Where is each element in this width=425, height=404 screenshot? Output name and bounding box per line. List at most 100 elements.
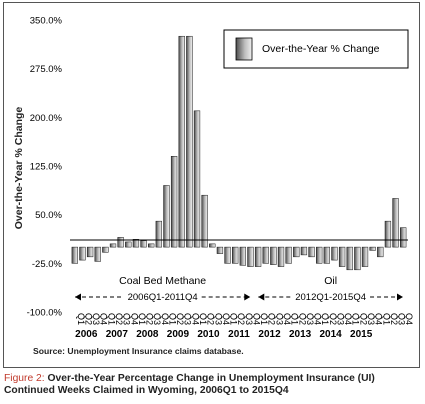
range-arrow-head — [397, 293, 403, 301]
year-label: 2013 — [289, 329, 312, 340]
bar — [254, 246, 262, 267]
quarter-label: Q1 — [381, 313, 391, 325]
bar — [140, 240, 147, 248]
bar — [346, 246, 353, 271]
bar — [86, 246, 94, 258]
bar — [125, 241, 132, 248]
y-tick-label: 125.0% — [30, 162, 63, 173]
quarter-label: Q3 — [366, 313, 376, 325]
bar — [163, 185, 170, 248]
bar — [323, 246, 330, 264]
range-title: Oil — [324, 275, 337, 287]
bar — [392, 198, 399, 248]
bar — [155, 220, 162, 248]
quarter-label: Q4 — [190, 313, 200, 325]
year-label: 2011 — [228, 329, 250, 340]
bar — [369, 246, 376, 251]
quarter-label: Q2 — [389, 313, 399, 325]
y-tick-label: -100.0% — [27, 308, 63, 319]
caption-text: Over-the-Year Percentage Change in Unemp… — [4, 373, 375, 396]
year-label: 2012 — [258, 329, 281, 340]
bar — [400, 227, 407, 248]
quarter-label: Q2 — [206, 313, 216, 325]
legend: Over-the-Year % Change — [223, 29, 409, 69]
quarter-label: Q3 — [397, 313, 407, 325]
quarter-label: Q4 — [313, 313, 323, 325]
bar — [186, 35, 193, 248]
quarter-label: Q2 — [236, 313, 246, 325]
range-label: 2012Q1-2015Q4 — [295, 292, 366, 303]
caption-label: Figure 2: — [4, 373, 45, 384]
bar — [293, 246, 300, 258]
quarter-label: Q1 — [320, 313, 330, 325]
y-tick-label: 275.0% — [30, 64, 63, 75]
bar — [216, 246, 224, 254]
y-ticks: 350.0% 275.0% 200.0% 125.0% 50.0% -25.0% -100.… — [27, 16, 63, 319]
year-label: 2014 — [320, 329, 343, 340]
bar — [316, 246, 323, 264]
bar — [262, 246, 269, 264]
bar — [331, 246, 338, 261]
quarter-label: Q1 — [76, 313, 86, 325]
quarter-label: Q3 — [335, 313, 345, 325]
quarter-label: Q1 — [106, 313, 116, 325]
quarter-label: Q3 — [183, 313, 193, 325]
bar — [209, 243, 216, 248]
year-label: 2010 — [197, 329, 220, 340]
quarter-label: Q2 — [297, 313, 307, 325]
bar — [79, 246, 86, 261]
legend-label: Over-the-Year % Change — [262, 43, 380, 55]
quarter-label: Q4 — [374, 313, 384, 325]
bar — [178, 35, 185, 248]
quarter-label: Q4 — [99, 313, 109, 325]
source-note: Source: Unemployment Insurance claims da… — [33, 346, 244, 356]
y-axis-label: Over-the-Year % Change — [13, 107, 25, 230]
quarter-label: Q3 — [122, 313, 132, 325]
quarter-label: Q4 — [221, 313, 231, 325]
legend-swatch — [235, 37, 253, 61]
bar — [247, 246, 254, 267]
quarter-label: Q4 — [343, 313, 353, 325]
bar — [170, 156, 178, 248]
bar — [193, 110, 201, 248]
bar — [239, 246, 246, 266]
quarter-label: Q3 — [244, 313, 254, 325]
quarter-label: Q4 — [282, 313, 292, 325]
y-tick-label: 50.0% — [35, 210, 62, 221]
quarter-label: Q2 — [358, 313, 368, 325]
quarter-label: Q1 — [198, 313, 208, 325]
quarter-label: Q1 — [351, 313, 361, 325]
bar — [377, 246, 384, 258]
quarter-label: Q1 — [259, 313, 269, 325]
quarter-label: Q1 — [229, 313, 239, 325]
bar — [232, 246, 239, 264]
quarter-label: Q1 — [137, 313, 147, 325]
bar — [338, 246, 346, 267]
range-arrow-head — [244, 293, 251, 301]
bar — [117, 237, 124, 248]
bar — [201, 194, 208, 248]
quarter-label: Q3 — [152, 313, 162, 325]
bar — [361, 246, 369, 267]
bar — [224, 246, 231, 264]
bar — [308, 246, 315, 258]
year-label: 2008 — [136, 329, 159, 340]
year-label: 2006 — [75, 329, 98, 340]
annotations: Coal Bed Methane 2006Q1-2011Q4 Oil 2012Q1-2… — [75, 275, 403, 305]
y-tick-label: 350.0% — [30, 16, 63, 27]
bar — [132, 239, 140, 248]
bar — [300, 246, 308, 256]
quarter-label: Q3 — [305, 313, 315, 325]
quarter-label: Q4 — [251, 313, 261, 325]
range-label: 2006Q1-2011Q4 — [128, 292, 198, 303]
year-label: 2009 — [167, 329, 190, 340]
quarter-label: Q4 — [160, 313, 170, 325]
chart-frame — [3, 2, 420, 368]
quarter-label: Q2 — [145, 313, 155, 325]
quarter-label: Q4 — [404, 313, 414, 325]
chart: Over-the-Year % Change 350.0% 275.0% 200.0… — [13, 16, 414, 357]
quarter-label: Q1 — [290, 313, 300, 325]
bar — [384, 220, 392, 248]
bar — [102, 246, 109, 253]
